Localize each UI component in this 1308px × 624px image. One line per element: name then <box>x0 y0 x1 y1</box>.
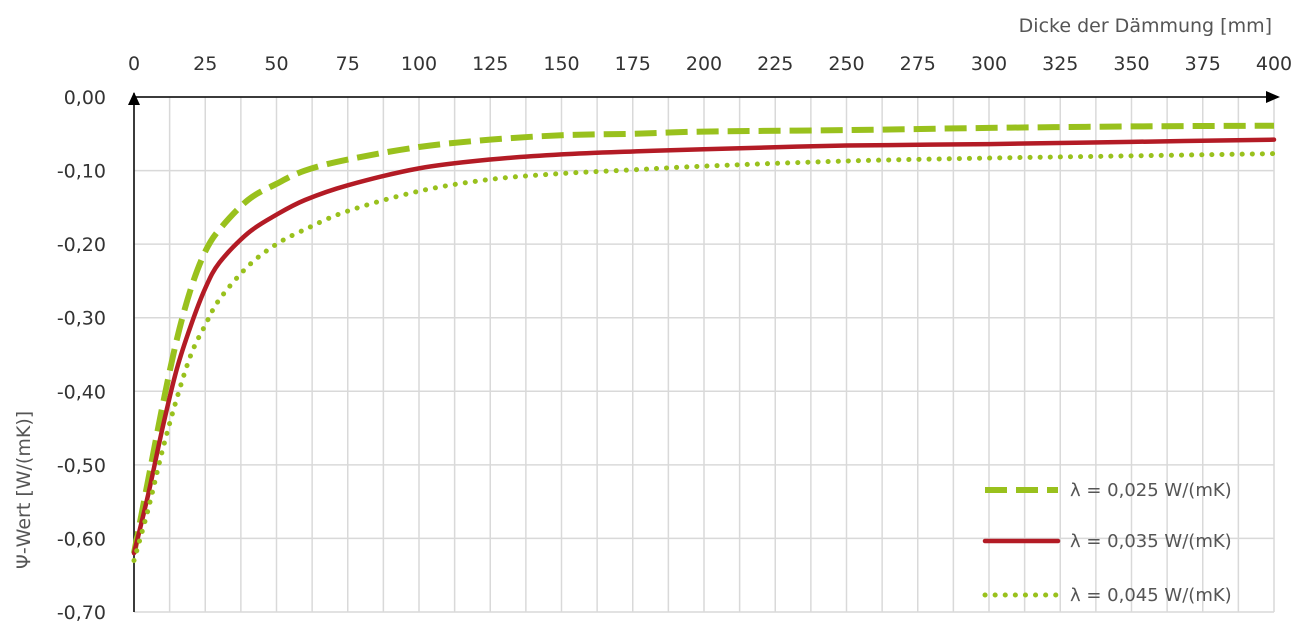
x-tick-label: 400 <box>1256 53 1292 75</box>
series-lines <box>131 122 1277 563</box>
legend-label-3: λ = 0,045 W/(mK) <box>1070 585 1232 606</box>
x-tick-label: 350 <box>1113 53 1149 75</box>
y-tick-label: -0,20 <box>57 234 106 256</box>
legend-label-2: λ = 0,035 W/(mK) <box>1070 531 1232 552</box>
x-tick-label: 75 <box>336 53 360 75</box>
x-tick-label: 225 <box>757 53 793 75</box>
series-line-1 <box>131 122 1275 554</box>
x-tick-label: 150 <box>543 53 579 75</box>
y-tick-label: -0,30 <box>57 308 106 330</box>
x-tick-label: 200 <box>686 53 722 75</box>
x-tick-label: 0 <box>128 53 140 75</box>
y-tick-label: -0,50 <box>57 455 106 477</box>
x-tick-label: 100 <box>401 53 437 75</box>
y-tick-label: -0,60 <box>57 528 106 550</box>
y-tick-label: -0,10 <box>57 161 106 183</box>
x-tick-label: 300 <box>971 53 1007 75</box>
y-axis-title: Ψ-Wert [W/(mK)] <box>13 411 35 569</box>
x-tick-label: 375 <box>1185 53 1221 75</box>
series-line-3 <box>131 151 1277 563</box>
x-tick-labels: 0 25 50 75 100 125 150 175 200 225 250 275 300 325 350… <box>128 53 1292 75</box>
x-tick-label: 275 <box>900 53 936 75</box>
legend-label-1: λ = 0,025 W/(mK) <box>1070 480 1232 501</box>
x-tick-label: 325 <box>1042 53 1078 75</box>
x-tick-label: 175 <box>615 53 651 75</box>
x-tick-label: 25 <box>193 53 217 75</box>
x-axis-title: Dicke der Dämmung [mm] <box>1019 15 1272 37</box>
y-axis-arrow <box>128 92 140 105</box>
x-tick-label: 125 <box>472 53 508 75</box>
y-tick-label: 0,00 <box>64 87 106 109</box>
x-tick-label: 50 <box>264 53 288 75</box>
legend: λ = 0,025 W/(mK) λ = 0,035 W/(mK) λ = 0,04… <box>982 480 1232 606</box>
x-tick-label: 250 <box>828 53 864 75</box>
y-tick-labels: 0,00 -0,10 -0,20 -0,30 -0,40 -0,50 -0,60 -0,70 <box>57 87 106 624</box>
series-line-2 <box>131 137 1277 556</box>
y-tick-label: -0,70 <box>57 602 106 624</box>
y-tick-label: -0,40 <box>57 381 106 403</box>
axes <box>128 91 1280 612</box>
x-axis-arrow <box>1266 91 1280 103</box>
